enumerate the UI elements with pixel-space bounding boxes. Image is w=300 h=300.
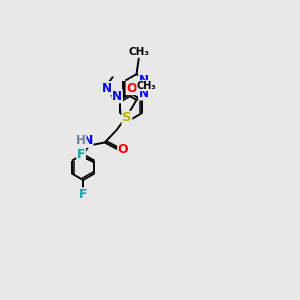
- Text: N: N: [82, 134, 93, 147]
- Text: CH₃: CH₃: [137, 81, 157, 91]
- Text: S: S: [122, 111, 132, 124]
- Text: H: H: [76, 134, 86, 147]
- Text: N: N: [102, 82, 112, 95]
- Text: N: N: [139, 74, 149, 87]
- Text: F: F: [79, 188, 87, 201]
- Text: F: F: [77, 148, 85, 161]
- Text: N: N: [112, 90, 122, 103]
- Text: O: O: [126, 82, 137, 94]
- Text: CH₃: CH₃: [129, 47, 150, 57]
- Text: O: O: [118, 142, 128, 156]
- Text: N: N: [139, 87, 149, 100]
